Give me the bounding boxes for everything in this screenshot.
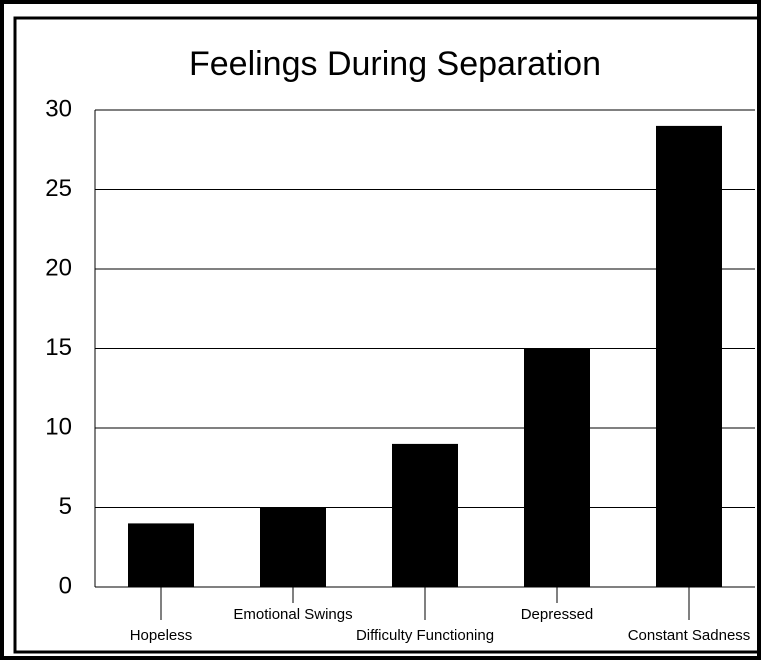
y-tick-label: 25 <box>45 175 72 202</box>
x-tick-label: Constant Sadness <box>628 627 751 644</box>
bar <box>656 125 722 588</box>
y-tick-label: 30 <box>45 95 72 122</box>
y-tick-label: 0 <box>59 572 72 599</box>
bar <box>392 443 458 587</box>
bar <box>260 507 326 587</box>
y-tick-label: 15 <box>45 334 72 361</box>
inner-frame <box>13 16 761 654</box>
bar <box>524 348 590 587</box>
y-tick-label: 5 <box>59 493 72 520</box>
y-tick-label: 10 <box>45 413 72 440</box>
x-tick-label: Emotional Swings <box>233 606 352 623</box>
chart-title: Feelings During Separation <box>189 45 601 83</box>
x-tick-label: Depressed <box>521 606 594 623</box>
y-tick-label: 20 <box>45 254 72 281</box>
x-tick-label: Difficulty Functioning <box>356 627 494 644</box>
bar <box>128 523 194 587</box>
x-tick-label: Hopeless <box>130 627 193 644</box>
